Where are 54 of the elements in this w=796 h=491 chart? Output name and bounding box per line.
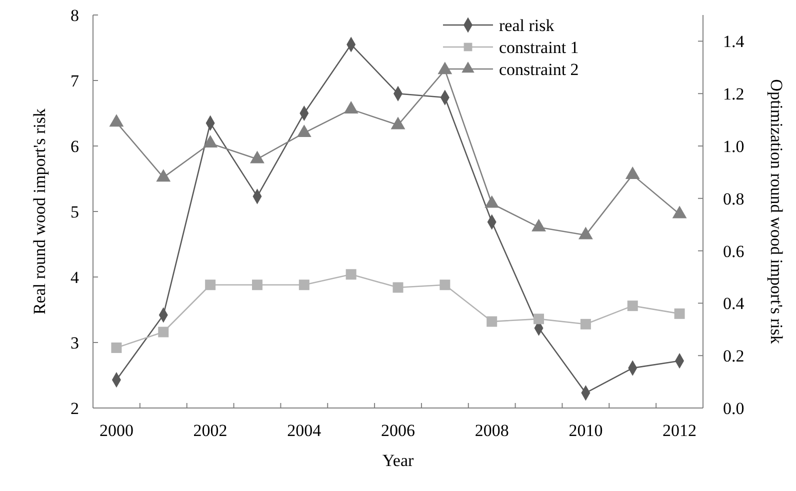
x-tick-label: 2008 bbox=[474, 421, 509, 440]
legend-label: constraint 1 bbox=[499, 38, 579, 57]
y2-tick-label: 1.0 bbox=[723, 136, 744, 156]
point bbox=[109, 114, 124, 127]
x-tick-label: 2012 bbox=[662, 421, 697, 440]
x-tick-label: 2010 bbox=[568, 421, 603, 440]
point bbox=[156, 169, 171, 182]
point bbox=[392, 282, 404, 293]
x-tick-label: 2000 bbox=[99, 421, 134, 440]
y-tick-label: 5 bbox=[70, 202, 79, 222]
point bbox=[296, 124, 312, 138]
point bbox=[440, 280, 450, 290]
point bbox=[578, 226, 593, 240]
point bbox=[344, 100, 358, 114]
y2-tick-label: 0.4 bbox=[723, 294, 745, 314]
point bbox=[625, 166, 640, 179]
point bbox=[158, 326, 169, 338]
y-tick-label: 2 bbox=[70, 398, 79, 418]
y2-axis-title: Optimization round wood import's risk bbox=[767, 79, 786, 344]
y-axis-title: Real round wood import's risk bbox=[30, 108, 49, 315]
y2-tick-label: 1.2 bbox=[723, 84, 744, 104]
y2-tick-label: 0.8 bbox=[723, 189, 744, 208]
y-tick-label: 7 bbox=[70, 71, 80, 90]
point bbox=[627, 300, 638, 312]
point bbox=[580, 318, 591, 330]
point bbox=[532, 218, 546, 232]
point bbox=[484, 195, 500, 208]
point bbox=[205, 280, 216, 290]
point bbox=[534, 314, 544, 324]
y-tick-label: 8 bbox=[70, 6, 79, 25]
y-tick-label: 4 bbox=[70, 268, 80, 287]
point bbox=[390, 116, 406, 130]
point bbox=[674, 308, 685, 319]
point bbox=[438, 62, 452, 74]
point bbox=[346, 269, 356, 280]
legend-label: real risk bbox=[499, 16, 555, 35]
point bbox=[298, 280, 310, 290]
y2-tick-label: 1.4 bbox=[723, 32, 745, 52]
y-tick-label: 3 bbox=[70, 333, 79, 352]
point bbox=[250, 150, 264, 164]
x-tick-label: 2006 bbox=[381, 421, 415, 440]
y-tick-label: 6 bbox=[70, 136, 79, 156]
y2-tick-label: 0.6 bbox=[723, 242, 744, 261]
point bbox=[252, 280, 262, 290]
point bbox=[672, 206, 687, 218]
legend-label: constraint 2 bbox=[499, 60, 579, 79]
x-tick-label: 2004 bbox=[287, 421, 322, 440]
x-tick-label: 2002 bbox=[193, 421, 228, 440]
y2-tick-label: 0.0 bbox=[723, 398, 744, 418]
point bbox=[111, 342, 122, 353]
point bbox=[486, 316, 498, 327]
y2-tick-label: 0.2 bbox=[723, 346, 744, 366]
x-axis-title: Year bbox=[382, 451, 414, 470]
point bbox=[203, 135, 218, 148]
